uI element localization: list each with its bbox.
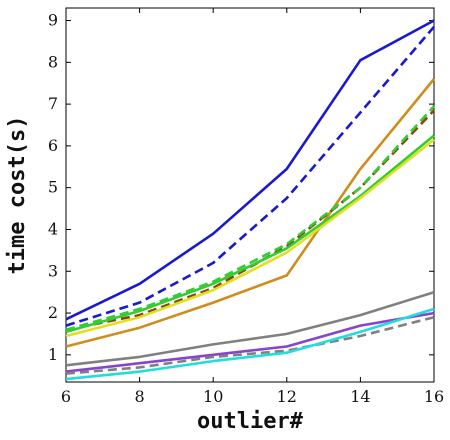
series-line-2 <box>65 25 435 327</box>
x-tick-label: 10 <box>203 387 223 406</box>
series-line-8 <box>65 290 435 367</box>
series-line-10 <box>65 315 435 375</box>
series-line-11 <box>65 307 435 381</box>
series-line-9 <box>65 311 435 373</box>
series-line-4 <box>65 109 435 332</box>
y-tick-label: 9 <box>48 11 58 30</box>
x-tick-label: 14 <box>350 387 370 406</box>
x-ticks: 6 8 10 12 14 16 <box>61 8 444 406</box>
x-tick-label: 8 <box>135 387 145 406</box>
y-tick-label: 7 <box>48 94 58 113</box>
y-ticks: 1 2 3 4 5 6 7 8 9 <box>48 11 434 364</box>
y-tick-label: 1 <box>48 345 58 364</box>
x-tick-label: 16 <box>424 387 444 406</box>
y-tick-label: 6 <box>48 136 58 155</box>
x-tick-label: 6 <box>61 387 71 406</box>
y-tick-label: 3 <box>48 261 58 280</box>
y-tick-label: 8 <box>48 52 58 71</box>
x-axis-label: outlier# <box>197 409 304 434</box>
y-tick-label: 5 <box>48 178 58 197</box>
series-line-7 <box>65 105 435 332</box>
x-tick-label: 12 <box>277 387 297 406</box>
y-tick-label: 2 <box>48 303 58 322</box>
y-axis-label: time cost(s) <box>5 116 30 275</box>
series-line-1 <box>65 19 435 321</box>
series-line-5 <box>65 134 435 334</box>
series-layer <box>65 19 436 381</box>
series-line-3 <box>65 78 436 348</box>
series-line-6 <box>65 138 435 338</box>
y-tick-label: 4 <box>48 219 58 238</box>
